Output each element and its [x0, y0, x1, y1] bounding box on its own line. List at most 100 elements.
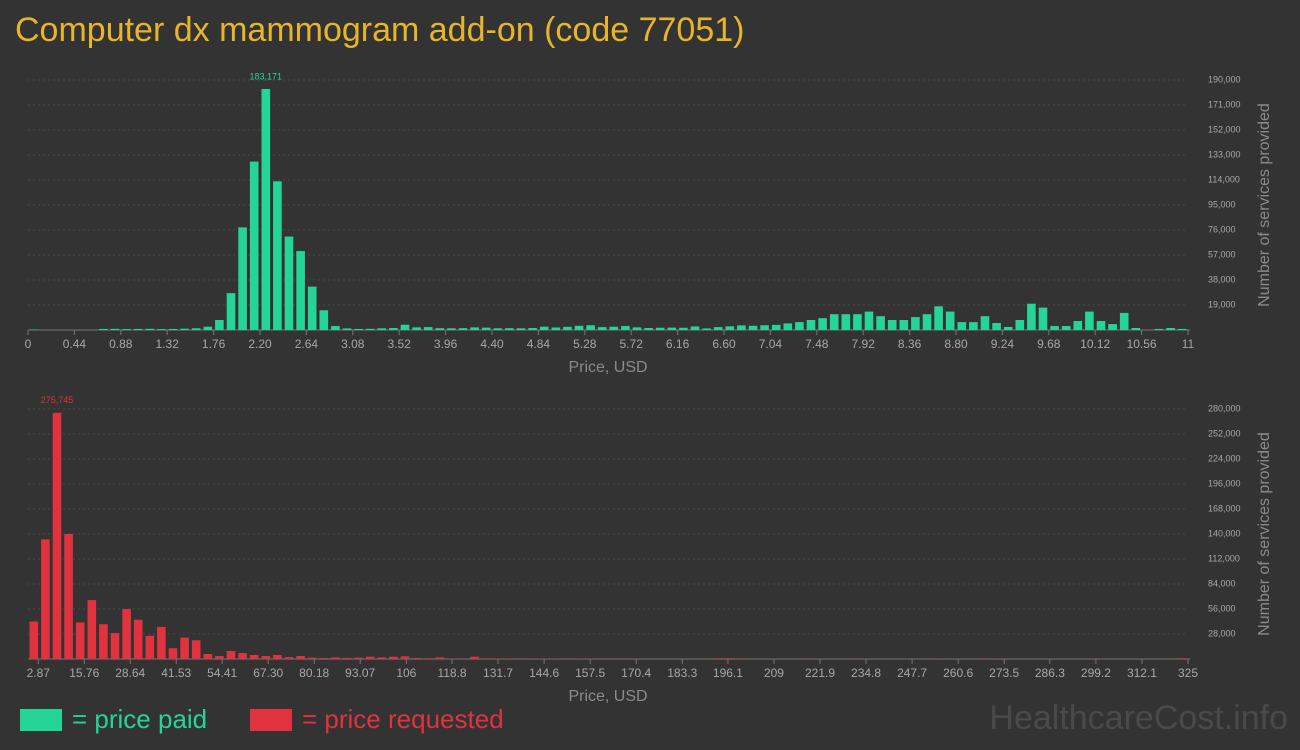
x-tick-label: 6.60	[712, 337, 736, 351]
bar	[342, 328, 352, 330]
y-tick-label: 224,000	[1208, 453, 1241, 463]
x-tick-label: 6.16	[666, 337, 690, 351]
bar	[296, 655, 305, 659]
bar	[1061, 326, 1071, 330]
bar	[481, 658, 491, 659]
x-tick-label: 10.56	[1127, 337, 1157, 351]
bar	[992, 323, 1001, 330]
x-tick-label: 7.04	[759, 337, 783, 351]
bar	[238, 227, 247, 330]
bar	[331, 326, 340, 330]
bar	[632, 327, 642, 330]
y-tick-label: 133,000	[1208, 149, 1241, 159]
bar	[284, 657, 294, 659]
x-tick-label: 4.84	[527, 337, 551, 351]
bar	[203, 326, 213, 330]
bar	[99, 328, 108, 330]
bar	[400, 656, 410, 659]
bar	[748, 325, 758, 330]
bar	[52, 412, 62, 659]
y-tick-label: 252,000	[1208, 428, 1241, 438]
bar	[1073, 321, 1083, 330]
x-tick-label: 9.68	[1037, 337, 1061, 351]
x-tick-label: 10.12	[1080, 337, 1110, 351]
bar	[319, 658, 329, 659]
y-tick-label: 190,000	[1208, 74, 1241, 84]
bar	[122, 329, 131, 330]
bar	[1131, 328, 1141, 330]
bar	[1096, 321, 1106, 330]
x-tick-label: 144.6	[529, 666, 559, 680]
bar	[284, 236, 294, 330]
bar	[934, 306, 943, 330]
y-tick-label: 140,000	[1208, 528, 1241, 538]
bar	[829, 314, 839, 330]
bar	[331, 657, 340, 659]
y-tick-label: 196,000	[1208, 478, 1241, 488]
x-tick-label: 221.9	[805, 666, 835, 680]
bar	[122, 609, 131, 659]
bar	[191, 640, 201, 659]
y-tick-label: 95,000	[1208, 199, 1236, 209]
x-tick-label: 54.41	[207, 666, 237, 680]
bar	[713, 327, 723, 330]
y-tick-label: 171,000	[1208, 99, 1241, 109]
bar	[481, 327, 491, 330]
x-tick-label: 0.44	[63, 337, 87, 351]
bar	[296, 251, 305, 330]
bar	[760, 325, 769, 330]
bar	[1085, 311, 1094, 330]
legend-label: = price requested	[302, 704, 504, 734]
y-axis-title: Number of services provided	[1256, 432, 1273, 636]
bar	[29, 621, 39, 659]
bar	[806, 320, 816, 330]
x-tick-label: 299.2	[1081, 666, 1111, 680]
bar	[423, 658, 433, 659]
x-tick-label: 3.96	[434, 337, 458, 351]
x-tick-label: 196.1	[713, 666, 743, 680]
bar	[470, 656, 479, 659]
bar	[969, 322, 978, 330]
bar	[690, 326, 700, 330]
bar	[157, 626, 166, 659]
x-tick-label: 8.36	[898, 337, 922, 351]
bar	[1177, 658, 1187, 659]
y-tick-label: 19,000	[1208, 299, 1236, 309]
bar	[110, 328, 120, 330]
x-axis-title: Price, USD	[568, 359, 647, 376]
bar	[423, 327, 433, 330]
x-tick-label: 80.18	[299, 666, 329, 680]
bar	[64, 534, 73, 659]
bar	[87, 600, 97, 659]
value-label: 183,171	[250, 71, 283, 81]
y-tick-label: 56,000	[1208, 603, 1236, 613]
bar	[771, 324, 781, 330]
bar	[307, 286, 317, 330]
y-tick-label: 280,000	[1208, 403, 1241, 413]
x-tick-label: 170.4	[621, 666, 651, 680]
bar	[215, 320, 224, 330]
x-tick-label: 118.8	[437, 666, 466, 680]
x-axis-title: Price, USD	[568, 688, 647, 705]
x-tick-label: 2.87	[27, 666, 51, 680]
bar	[249, 654, 259, 659]
bar	[737, 658, 746, 659]
bar	[342, 657, 352, 659]
x-tick-label: 3.52	[388, 337, 412, 351]
bar	[238, 653, 247, 659]
x-tick-label: 157.5	[575, 666, 605, 680]
bar	[597, 327, 607, 330]
x-tick-label: 4.40	[480, 337, 504, 351]
bar	[818, 318, 827, 330]
bar	[887, 320, 897, 330]
bar	[319, 310, 329, 330]
bar	[853, 314, 862, 330]
bar	[377, 328, 387, 330]
x-tick-label: 286.3	[1035, 666, 1065, 680]
y-tick-label: 84,000	[1208, 578, 1236, 588]
bar	[203, 654, 213, 659]
x-tick-label: 234.8	[851, 666, 881, 680]
bar	[157, 329, 166, 330]
bar	[1177, 328, 1187, 330]
bar	[447, 328, 456, 330]
